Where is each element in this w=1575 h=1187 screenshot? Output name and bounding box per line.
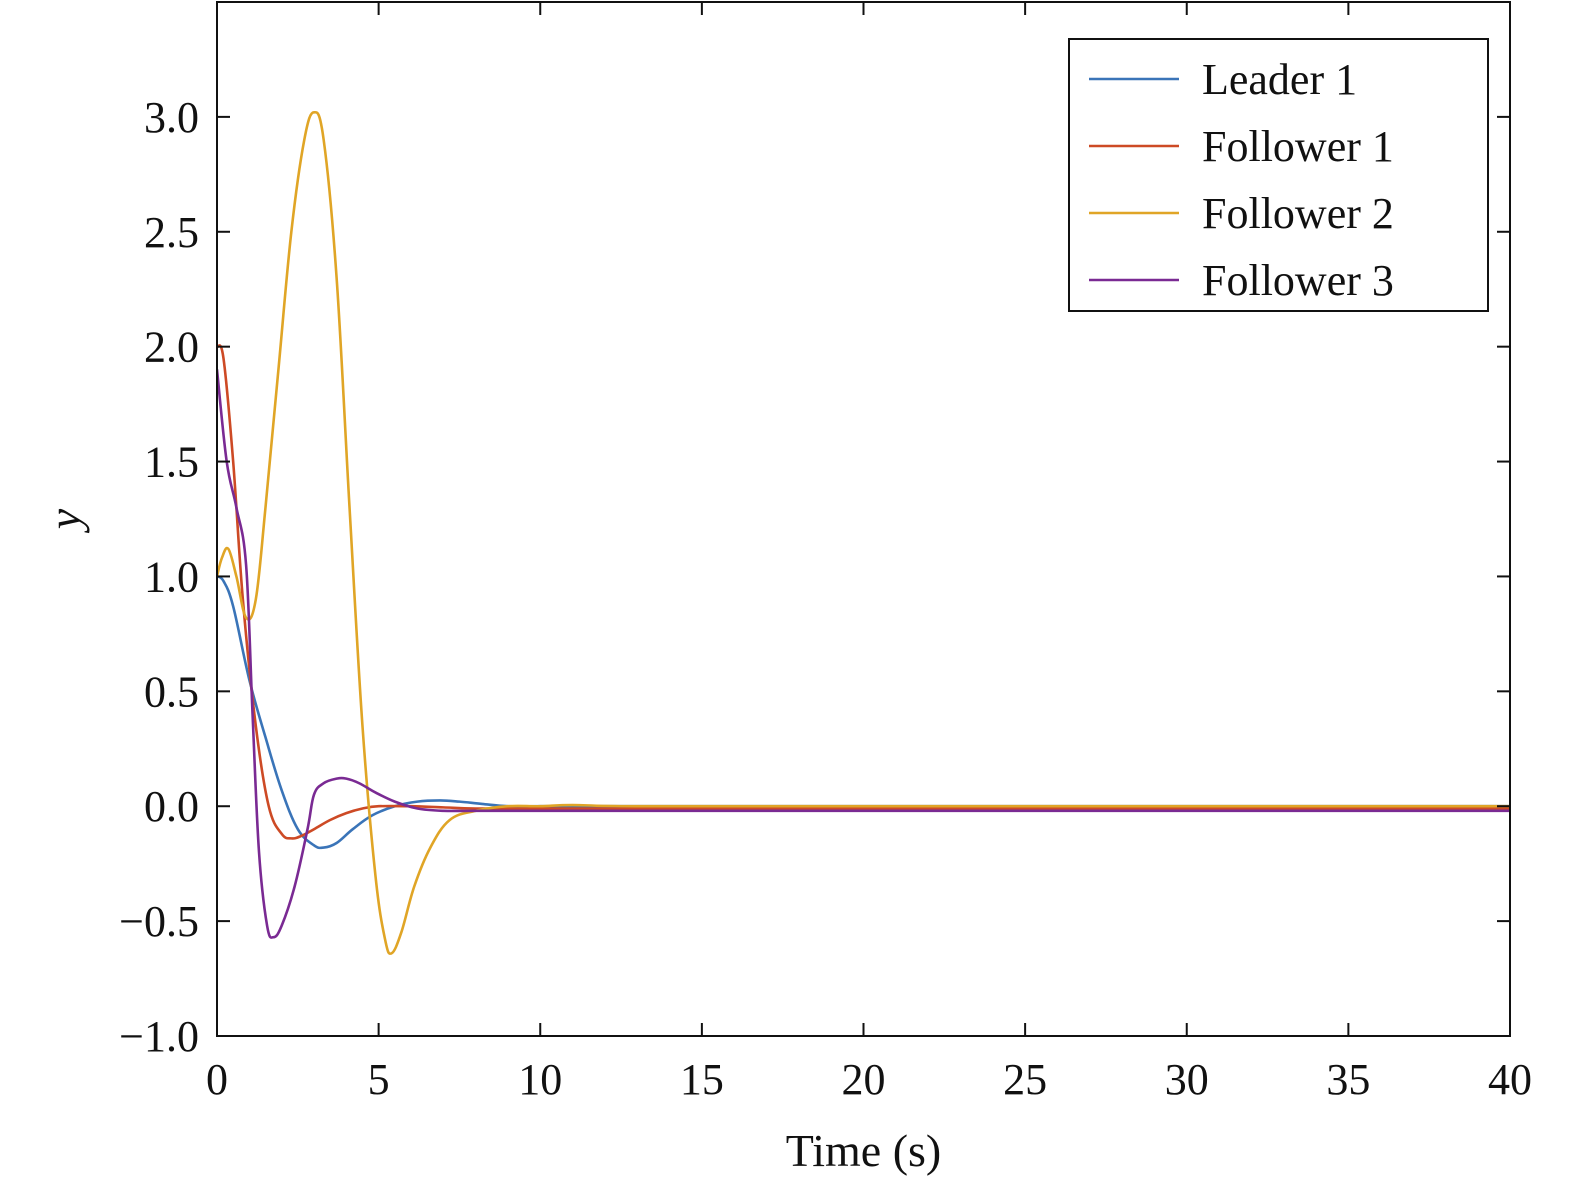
series-group <box>217 110 1510 955</box>
legend-label-3: Follower 2 <box>1202 189 1394 238</box>
axes-group: 0 5 10 15 20 25 30 35 40 −1.0 −0.5 0.0 0.5 1.0 1.5 2.0 2… <box>39 1 1532 1176</box>
legend: Leader 1 Follower 1 Follower 2 Follower 3 <box>1068 38 1489 312</box>
series-line-4 <box>217 368 1510 939</box>
y-tick-label: 0.0 <box>144 782 199 831</box>
y-tick-label: 2.0 <box>144 323 199 372</box>
legend-box <box>1068 38 1489 312</box>
legend-label-4: Follower 3 <box>1202 256 1394 305</box>
legend-label-2: Follower 1 <box>1202 122 1394 171</box>
legend-label-1: Leader 1 <box>1202 55 1357 104</box>
x-tick-label: 25 <box>1003 1055 1047 1104</box>
y-tick-label: 3.0 <box>144 93 199 142</box>
x-tick-label: 20 <box>842 1055 886 1104</box>
y-tick-label: 1.5 <box>144 438 199 487</box>
series-lines <box>217 110 1510 955</box>
x-tick-label: 40 <box>1488 1055 1532 1104</box>
x-tick-label: 5 <box>368 1055 390 1104</box>
y-axis-label: y <box>39 508 90 533</box>
y-tick-label: −1.0 <box>119 1012 199 1061</box>
y-tick-label: 1.0 <box>144 552 199 601</box>
x-tick-label: 15 <box>680 1055 724 1104</box>
x-tick-label: 35 <box>1326 1055 1370 1104</box>
y-tick-label: 2.5 <box>144 208 199 257</box>
x-tick-label: 0 <box>206 1055 228 1104</box>
x-tick-label: 10 <box>518 1055 562 1104</box>
x-tick-label: 30 <box>1165 1055 1209 1104</box>
series-line-3 <box>217 110 1510 955</box>
series-line-2 <box>217 344 1510 840</box>
y-tick-label: 0.5 <box>144 667 199 716</box>
x-axis-label: Time (s) <box>786 1125 942 1176</box>
y-tick-label: −0.5 <box>119 897 199 946</box>
